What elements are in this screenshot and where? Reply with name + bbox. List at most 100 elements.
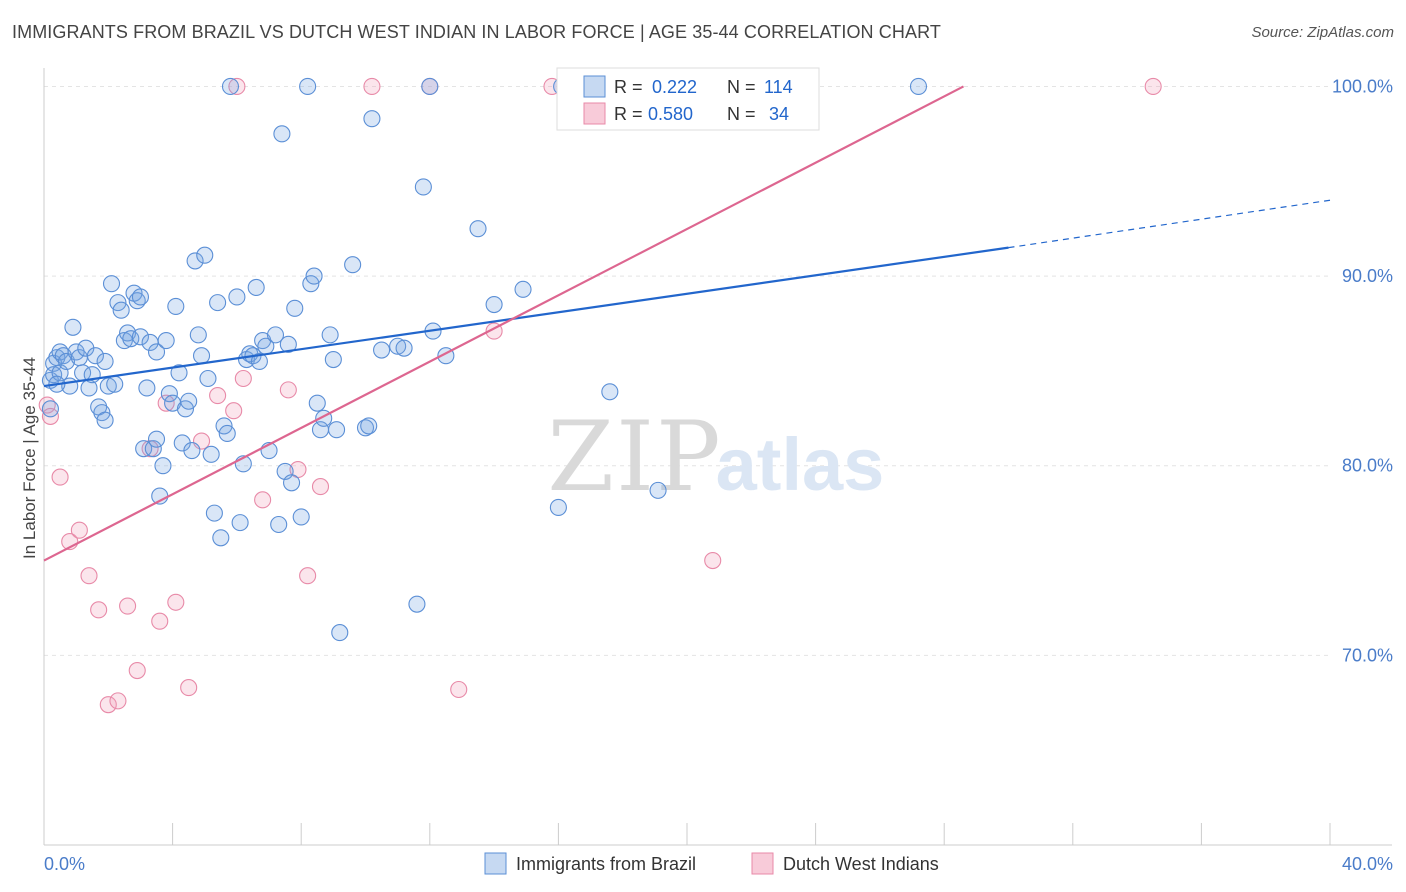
source-label: Source: ZipAtlas.com <box>1251 24 1394 41</box>
series-brazil-points <box>41 77 928 642</box>
brazil-point <box>344 256 362 274</box>
legend-swatch-blue <box>583 75 606 98</box>
dutch-west-indians-point <box>90 601 108 619</box>
brazil-point <box>189 326 207 344</box>
brazil-point <box>119 324 137 342</box>
brazil-point <box>649 481 667 499</box>
brazil-point <box>270 515 288 534</box>
brazil-point <box>45 366 63 384</box>
brazil-point <box>228 288 246 306</box>
brazil-point <box>196 246 214 264</box>
brazil-point <box>549 498 567 516</box>
brazil-point <box>144 440 162 458</box>
brazil-point <box>360 417 378 435</box>
brazil-point <box>601 383 619 401</box>
dutch-west-indians-point <box>109 692 127 710</box>
dutch-west-indians-point <box>51 468 69 486</box>
legend-swatch-brazil <box>484 852 507 875</box>
brazil-point <box>41 400 59 418</box>
legend-r-label-pink: R = <box>614 104 643 124</box>
brazil-point <box>106 375 124 393</box>
legend-n-value-blue: 114 <box>764 77 793 97</box>
brazil-point <box>363 110 381 128</box>
brazil-trend-line <box>43 246 1009 388</box>
brazil-point <box>186 252 204 270</box>
dutch-west-indians-trend-line <box>43 85 964 562</box>
legend-swatch-dutch <box>751 852 774 875</box>
watermark: ZIP atlas <box>547 401 884 513</box>
brazil-point <box>160 385 178 403</box>
legend-label-dutch: Dutch West Indians <box>783 854 939 874</box>
brazil-point <box>373 341 391 359</box>
y-tick-label-80: 80.0% <box>1342 456 1393 476</box>
brazil-point <box>218 424 236 443</box>
dutch-west-indians-point <box>119 597 137 615</box>
chart-title: IMMIGRANTS FROM BRAZIL VS DUTCH WEST IND… <box>12 22 941 42</box>
brazil-point <box>180 392 198 410</box>
brazil-point <box>909 77 928 95</box>
brazil-point <box>183 442 201 460</box>
brazil-point <box>102 275 121 293</box>
brazil-point <box>408 595 426 613</box>
brazil-point <box>292 508 310 526</box>
brazil-point <box>299 77 317 95</box>
y-tick-label-90: 90.0% <box>1342 266 1393 286</box>
axes <box>43 68 1392 846</box>
grid-lines <box>44 85 1330 656</box>
dutch-west-indians-point <box>450 680 468 699</box>
brazil-point <box>331 624 349 642</box>
dutch-west-indians-point <box>128 661 146 680</box>
dutch-west-indians-point <box>254 491 272 509</box>
brazil-trend-extension <box>1008 199 1331 249</box>
brazil-point <box>485 295 503 314</box>
brazil-point <box>135 440 153 458</box>
dutch-west-indians-point <box>311 478 330 496</box>
dutch-west-indians-point <box>279 381 297 399</box>
brazil-point <box>205 504 223 522</box>
brazil-point <box>231 514 249 532</box>
dutch-west-indians-point <box>167 593 185 611</box>
brazil-point <box>308 394 326 412</box>
dutch-west-indians-point <box>157 394 175 412</box>
brazil-point <box>192 347 211 365</box>
brazil-point <box>250 352 268 370</box>
watermark-atlas: atlas <box>716 423 885 506</box>
legend-r-label-blue: R = <box>614 77 643 97</box>
brazil-point <box>147 430 166 448</box>
brazil-point <box>131 328 149 346</box>
dutch-west-indians-point <box>209 387 227 405</box>
brazil-point <box>167 297 185 315</box>
brazil-point <box>321 326 339 344</box>
brazil-point <box>67 343 85 361</box>
brazil-point <box>469 220 487 238</box>
brazil-point <box>157 332 175 350</box>
dutch-west-indians-point <box>704 551 722 570</box>
watermark-zip: ZIP <box>547 401 722 513</box>
brazil-point <box>221 77 240 95</box>
dutch-west-indians-point <box>299 567 317 585</box>
legend-n-label-pink: N = <box>727 104 756 124</box>
y-tick-labels: 70.0% 80.0% 90.0% 100.0% <box>1332 76 1393 665</box>
brazil-point <box>131 288 149 306</box>
x-tick-label-min: 0.0% <box>44 854 85 874</box>
brazil-point <box>421 77 439 95</box>
brazil-point <box>266 326 285 344</box>
brazil-point <box>395 339 413 357</box>
dutch-west-indians-point <box>70 521 88 539</box>
legend-swatch-pink <box>583 102 606 125</box>
brazil-point <box>96 352 114 370</box>
dutch-west-indians-point <box>228 77 246 95</box>
brazil-point <box>324 350 342 369</box>
legend-r-value-pink: 0.580 <box>648 104 693 124</box>
brazil-point <box>247 278 265 297</box>
dutch-west-indians-point <box>1144 77 1162 95</box>
brazil-point <box>202 445 220 463</box>
legend-n-value-pink: 34 <box>769 104 789 124</box>
stats-legend: R = 0.222 N = 114 R = 0.580 N = 34 <box>556 67 820 131</box>
brazil-point <box>328 421 346 439</box>
dutch-west-indians-point <box>180 679 198 697</box>
brazil-point <box>199 369 217 388</box>
brazil-point <box>96 411 114 429</box>
dutch-west-indians-point <box>363 77 381 95</box>
